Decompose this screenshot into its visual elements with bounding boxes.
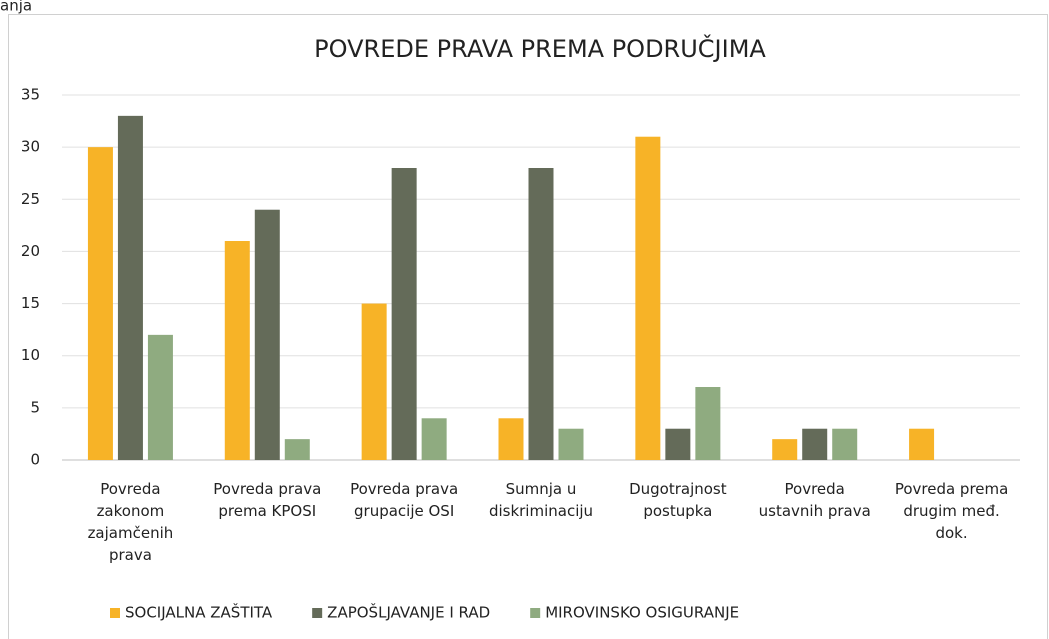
bar [558, 428, 584, 460]
y-tick-label: 20 [21, 242, 40, 260]
legend-swatch [530, 608, 541, 618]
bar [695, 387, 721, 460]
bar [87, 147, 113, 460]
y-tick-label: 25 [21, 190, 40, 208]
y-tick-label: 0 [30, 451, 40, 469]
legend-label: MIROVINSKO OSIGURANJE [545, 604, 739, 622]
bar [224, 241, 250, 460]
chart-frame [8, 14, 1048, 639]
bar [147, 334, 173, 460]
legend-swatch [110, 608, 120, 618]
chart-title: POVREDE PRAVA PREMA PODRUČJIMA [314, 33, 766, 63]
bar [117, 115, 143, 460]
x-tick-label: Povreda ustavnih prava [759, 480, 871, 520]
y-tick-label: 35 [21, 86, 40, 104]
x-tick-label: Sumnja u diskriminaciju [489, 480, 593, 520]
bar [421, 418, 447, 460]
bar [361, 303, 387, 460]
legend-label: SOCIJALNA ZAŠTITA [125, 603, 273, 622]
x-tick-label: Povreda prava prema KPOSI [213, 480, 321, 520]
x-tick-label: Povreda prava grupacije OSI [350, 480, 458, 520]
bar [635, 136, 661, 460]
bar [832, 428, 858, 460]
bar [391, 168, 417, 460]
y-tick-label: 15 [21, 294, 40, 312]
bar [284, 439, 310, 460]
bar [528, 168, 554, 460]
y-tick-label: 10 [21, 346, 40, 364]
bar [254, 209, 280, 460]
y-tick-label: 30 [21, 138, 40, 156]
x-tick-label: Povreda zakonom zajamčenih prava [88, 480, 174, 564]
x-tick-label: Dugotrajnost postupka [629, 480, 727, 520]
bar [498, 418, 524, 460]
y-tick-label: 5 [30, 398, 40, 416]
header-fragment: anja [0, 0, 32, 15]
legend-label: ZAPOŠLJAVANJE I RAD [327, 603, 490, 622]
bar [772, 439, 798, 460]
bar [665, 428, 691, 460]
bar [909, 428, 935, 460]
x-tick-label: Povreda prema drugim međ. dok. [895, 480, 1009, 542]
bar [802, 428, 828, 460]
legend-swatch [312, 608, 323, 618]
